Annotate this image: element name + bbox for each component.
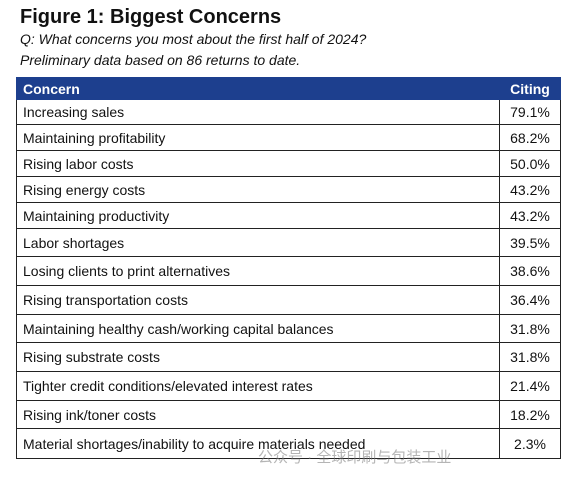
concern-cell: Labor shortages xyxy=(16,228,500,257)
concern-cell: Tighter credit conditions/elevated inter… xyxy=(16,371,500,401)
table-body: Increasing sales 79.1% Maintaining profita… xyxy=(16,99,561,459)
concern-cell: Losing clients to print alternatives xyxy=(16,256,500,286)
concerns-table: Concern Citing Increasing sales 79.1% Main… xyxy=(16,77,561,459)
citing-cell: 43.2% xyxy=(499,176,561,203)
concern-cell: Rising substrate costs xyxy=(16,342,500,372)
table-row: Rising substrate costs 31.8% xyxy=(16,342,561,372)
concern-cell: Material shortages/inability to acquire … xyxy=(16,428,500,459)
table-row: Maintaining healthy cash/working capital… xyxy=(16,314,561,343)
question: Q: What concerns you most about the firs… xyxy=(20,31,367,47)
concern-cell: Rising labor costs xyxy=(16,150,500,177)
header-row: Concern Citing xyxy=(16,77,561,100)
table-row: Rising labor costs 50.0% xyxy=(16,150,561,177)
table-row: Increasing sales 79.1% xyxy=(16,99,561,125)
citing-cell: 18.2% xyxy=(499,400,561,429)
citing-cell: 38.6% xyxy=(499,256,561,286)
citing-cell: 50.0% xyxy=(499,150,561,177)
citing-cell: 68.2% xyxy=(499,124,561,151)
concern-cell: Increasing sales xyxy=(16,99,500,125)
concern-cell: Maintaining healthy cash/working capital… xyxy=(16,314,500,343)
citing-cell: 39.5% xyxy=(499,228,561,257)
citing-cell: 21.4% xyxy=(499,371,561,401)
table-row: Rising energy costs 43.2% xyxy=(16,176,561,203)
citing-cell: 31.8% xyxy=(499,342,561,372)
table-row: Rising ink/toner costs 18.2% xyxy=(16,400,561,429)
table-row: Maintaining profitability 68.2% xyxy=(16,124,561,151)
citing-cell: 2.3% xyxy=(499,428,561,459)
note: Preliminary data based on 86 returns to … xyxy=(20,52,301,68)
table-row: Rising transportation costs 36.4% xyxy=(16,285,561,315)
column-header: Citing xyxy=(499,77,561,100)
column-header: Concern xyxy=(16,77,500,100)
table-row: Material shortages/inability to acquire … xyxy=(16,428,561,459)
concern-cell: Maintaining productivity xyxy=(16,202,500,229)
table-row: Labor shortages 39.5% xyxy=(16,228,561,257)
citing-cell: 36.4% xyxy=(499,285,561,315)
concern-cell: Rising ink/toner costs xyxy=(16,400,500,429)
citing-cell: 31.8% xyxy=(499,314,561,343)
table-row: Tighter credit conditions/elevated inter… xyxy=(16,371,561,401)
table-row: Losing clients to print alternatives 38.6… xyxy=(16,256,561,286)
table-row: Maintaining productivity 43.2% xyxy=(16,202,561,229)
citing-cell: 79.1% xyxy=(499,99,561,125)
title: Figure 1: Biggest Concerns xyxy=(20,6,282,28)
concern-cell: Rising transportation costs xyxy=(16,285,500,315)
citing-cell: 43.2% xyxy=(499,202,561,229)
concern-cell: Rising energy costs xyxy=(16,176,500,203)
concern-cell: Maintaining profitability xyxy=(16,124,500,151)
watermark: 公众号 · 全球印刷与包装工业 xyxy=(258,449,452,466)
